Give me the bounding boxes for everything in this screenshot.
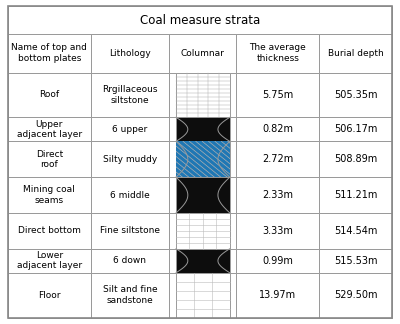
Bar	[176, 141, 230, 177]
Bar	[8, 34, 90, 73]
Bar	[8, 141, 90, 177]
Text: 13.97m: 13.97m	[259, 290, 296, 300]
Text: Direct
roof: Direct roof	[36, 150, 63, 169]
Bar	[8, 249, 90, 273]
Bar	[176, 117, 230, 141]
Bar	[169, 273, 236, 318]
Bar	[90, 73, 169, 117]
Bar	[176, 141, 230, 177]
Text: Lower
adjacent layer: Lower adjacent layer	[17, 251, 82, 271]
Bar	[176, 177, 230, 213]
Bar	[319, 117, 392, 141]
Text: Silty muddy: Silty muddy	[103, 155, 157, 164]
Bar	[319, 273, 392, 318]
Text: 505.35m: 505.35m	[334, 90, 377, 100]
Text: 0.82m: 0.82m	[262, 124, 293, 134]
Bar	[8, 73, 90, 117]
Bar	[236, 117, 319, 141]
Bar	[90, 117, 169, 141]
Bar	[319, 213, 392, 249]
Text: Fine siltstone: Fine siltstone	[100, 226, 160, 235]
Text: Lithology: Lithology	[109, 49, 151, 58]
Bar	[90, 213, 169, 249]
Text: Mining coal
seams: Mining coal seams	[24, 185, 75, 205]
Bar	[8, 6, 392, 34]
Text: 529.50m: 529.50m	[334, 290, 377, 300]
Bar	[319, 34, 392, 73]
Bar	[176, 273, 230, 318]
Text: 6 middle: 6 middle	[110, 191, 150, 200]
Bar	[176, 177, 230, 213]
Bar	[236, 273, 319, 318]
Bar	[176, 73, 230, 117]
Text: Upper
adjacent layer: Upper adjacent layer	[17, 120, 82, 139]
Bar	[8, 117, 90, 141]
Bar	[8, 177, 90, 213]
Bar	[90, 249, 169, 273]
Bar	[176, 213, 230, 249]
Text: Silt and fine
sandstone: Silt and fine sandstone	[103, 285, 157, 305]
Text: 2.33m: 2.33m	[262, 190, 293, 200]
Bar	[236, 141, 319, 177]
Bar	[176, 117, 230, 141]
Text: 6 down: 6 down	[114, 256, 146, 265]
Bar	[236, 34, 319, 73]
Bar	[236, 213, 319, 249]
Text: 515.53m: 515.53m	[334, 256, 377, 266]
Text: Columnar: Columnar	[181, 49, 225, 58]
Bar	[176, 249, 230, 273]
Text: 0.99m: 0.99m	[262, 256, 293, 266]
Text: Rrgillaceous
siltstone: Rrgillaceous siltstone	[102, 85, 158, 105]
Text: Floor: Floor	[38, 291, 60, 300]
Text: 2.72m: 2.72m	[262, 154, 293, 164]
Text: Direct bottom: Direct bottom	[18, 226, 81, 235]
Bar	[319, 141, 392, 177]
Bar	[169, 249, 236, 273]
Text: Burial depth: Burial depth	[328, 49, 383, 58]
Bar	[319, 177, 392, 213]
Bar	[236, 73, 319, 117]
Bar	[236, 177, 319, 213]
Bar	[8, 273, 90, 318]
Bar	[169, 34, 236, 73]
Text: 3.33m: 3.33m	[262, 226, 293, 236]
Text: 506.17m: 506.17m	[334, 124, 377, 134]
Bar	[90, 34, 169, 73]
Text: The average
thickness: The average thickness	[249, 43, 306, 63]
Bar	[8, 213, 90, 249]
Text: 508.89m: 508.89m	[334, 154, 377, 164]
Bar	[176, 249, 230, 273]
Bar	[236, 249, 319, 273]
Bar	[169, 117, 236, 141]
Text: 5.75m: 5.75m	[262, 90, 293, 100]
Bar	[319, 249, 392, 273]
Bar	[319, 73, 392, 117]
Text: 514.54m: 514.54m	[334, 226, 377, 236]
Bar	[169, 73, 236, 117]
Text: Roof: Roof	[39, 90, 59, 99]
Text: 511.21m: 511.21m	[334, 190, 377, 200]
Text: 6 upper: 6 upper	[112, 125, 148, 134]
Bar	[169, 177, 236, 213]
Text: Name of top and
bottom plates: Name of top and bottom plates	[11, 43, 87, 63]
Bar	[90, 273, 169, 318]
Bar	[169, 213, 236, 249]
Text: Coal measure strata: Coal measure strata	[140, 14, 260, 27]
Bar	[169, 141, 236, 177]
Bar	[90, 141, 169, 177]
Bar	[90, 177, 169, 213]
